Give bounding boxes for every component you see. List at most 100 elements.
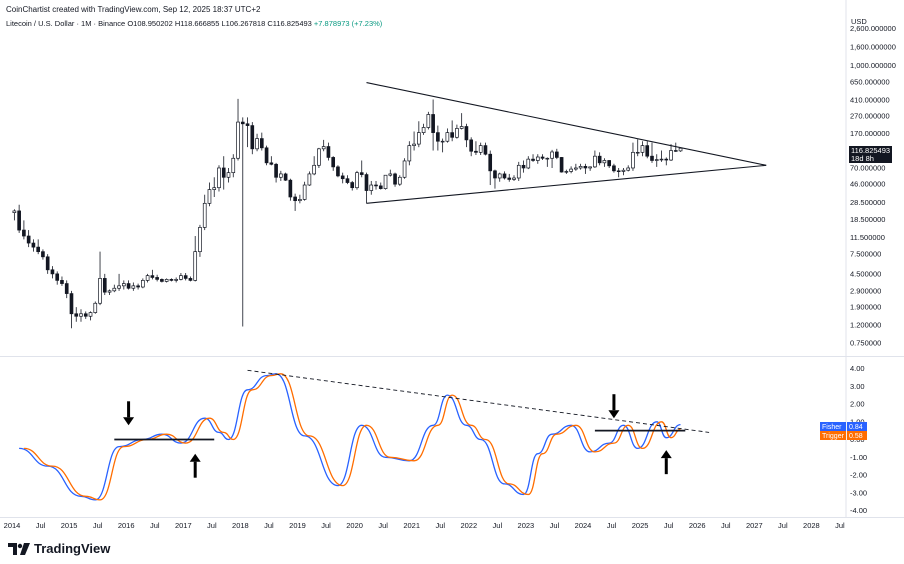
candle-body <box>17 210 21 231</box>
indicator-axis-label: -2.00 <box>850 471 867 480</box>
candle-body <box>393 173 397 185</box>
candle-body <box>326 146 331 158</box>
price-axis-label: 46.000000 <box>850 180 885 189</box>
time-axis-label: 2027 <box>746 521 763 530</box>
candle-body <box>107 290 112 293</box>
candle-body <box>74 313 79 317</box>
candle-body <box>669 150 673 161</box>
candle-body <box>483 145 488 155</box>
current-price: 116.825493 <box>851 146 891 155</box>
arrow-up-icon <box>189 453 201 462</box>
candle-body <box>364 174 369 191</box>
candle-body <box>12 210 17 213</box>
candle-body <box>150 275 155 278</box>
candle-body <box>559 157 564 173</box>
candle-body <box>431 114 435 133</box>
series-trigger-line <box>23 373 681 501</box>
tag-name-bg <box>820 422 846 431</box>
candle-body <box>640 145 645 153</box>
candle-body <box>350 182 355 189</box>
candle-body <box>583 166 588 169</box>
candles <box>12 98 683 329</box>
candle-body <box>569 168 573 172</box>
time-axis-label: Jul <box>778 521 788 530</box>
candle-body <box>374 184 378 187</box>
candle-body <box>402 160 407 178</box>
candle-body <box>593 155 597 168</box>
candle-body <box>217 167 221 189</box>
candle-body <box>540 156 545 159</box>
candle-body <box>654 159 659 161</box>
candle-body <box>574 167 578 170</box>
candle-body <box>22 229 26 237</box>
triangle-upper-line <box>366 82 767 166</box>
symbol-name: Litecoin / U.S. Dollar · 1M · Binance <box>6 19 126 28</box>
candle-body <box>298 199 302 202</box>
time-axis-label: Jul <box>93 521 103 530</box>
time-axis-label: 2023 <box>518 521 535 530</box>
candle-body <box>426 114 431 128</box>
time-axis-label: Jul <box>664 521 674 530</box>
tag-name: Trigger <box>822 433 845 440</box>
candle-body <box>673 150 678 152</box>
candle-body <box>64 283 69 294</box>
time-axis-label: Jul <box>435 521 445 530</box>
indicator-axis-label: -4.00 <box>850 506 867 515</box>
candle-body <box>545 157 550 160</box>
time-axis-label: Jul <box>493 521 503 530</box>
candle-body <box>531 158 535 161</box>
candle-body <box>179 275 183 280</box>
indicator-axis-label: 2.00 <box>850 400 865 409</box>
candle-body <box>50 269 55 275</box>
candle-body <box>469 139 474 152</box>
time-axis-label: 2025 <box>632 521 649 530</box>
candle-body <box>264 147 269 164</box>
price-axis-label: 1.200000 <box>850 320 881 329</box>
candle-body <box>193 251 198 281</box>
candle-body <box>136 285 140 288</box>
candle-body <box>121 283 126 287</box>
candle-body <box>502 173 507 179</box>
candle-body <box>355 172 359 189</box>
candle-body <box>207 189 212 204</box>
price-axis-label: 2.900000 <box>850 286 881 295</box>
candle-body <box>650 155 654 161</box>
time-axis-label: 2015 <box>61 521 78 530</box>
tag-value-bg <box>847 422 867 431</box>
candle-body <box>388 173 393 176</box>
time-axis-label: Jul <box>607 521 617 530</box>
ohlc-high: H118.666855 <box>174 19 220 28</box>
candle-body <box>226 172 231 178</box>
candle-body <box>459 126 464 129</box>
price-axis-currency: USD <box>851 17 867 26</box>
candle-body <box>293 196 297 202</box>
time-axis-label: 2017 <box>175 521 192 530</box>
candle-body <box>445 132 450 142</box>
candle-body <box>312 164 316 175</box>
time-axis-label: 2026 <box>689 521 706 530</box>
candle-body <box>340 175 345 180</box>
time-axis-label: 2021 <box>403 521 420 530</box>
candle-body <box>436 132 440 142</box>
candle-body <box>588 166 592 169</box>
candle-body <box>645 145 650 157</box>
candle-body <box>417 132 421 145</box>
time-axis-label: 2028 <box>803 521 820 530</box>
candle-body <box>397 176 402 185</box>
price-change: +7.878973 (+7.23%) <box>313 19 383 28</box>
dashed-trendline <box>247 369 710 433</box>
candle-body <box>141 280 145 288</box>
indicator-axis-label: -3.00 <box>850 488 867 497</box>
price-axis-label: 1.900000 <box>850 303 881 312</box>
candle-body <box>55 273 60 281</box>
candle-body <box>621 169 626 172</box>
symbol-legend: Litecoin / U.S. Dollar · 1M · Binance O1… <box>6 19 382 28</box>
price-axis-label: 4.500000 <box>850 269 881 278</box>
candle-body <box>212 187 217 190</box>
tag-name-bg <box>820 431 846 440</box>
tag-value: 0.58 <box>849 433 863 440</box>
time-axis-label: 2016 <box>118 521 135 530</box>
time-axis-label: Jul <box>36 521 46 530</box>
candle-body <box>412 143 416 146</box>
